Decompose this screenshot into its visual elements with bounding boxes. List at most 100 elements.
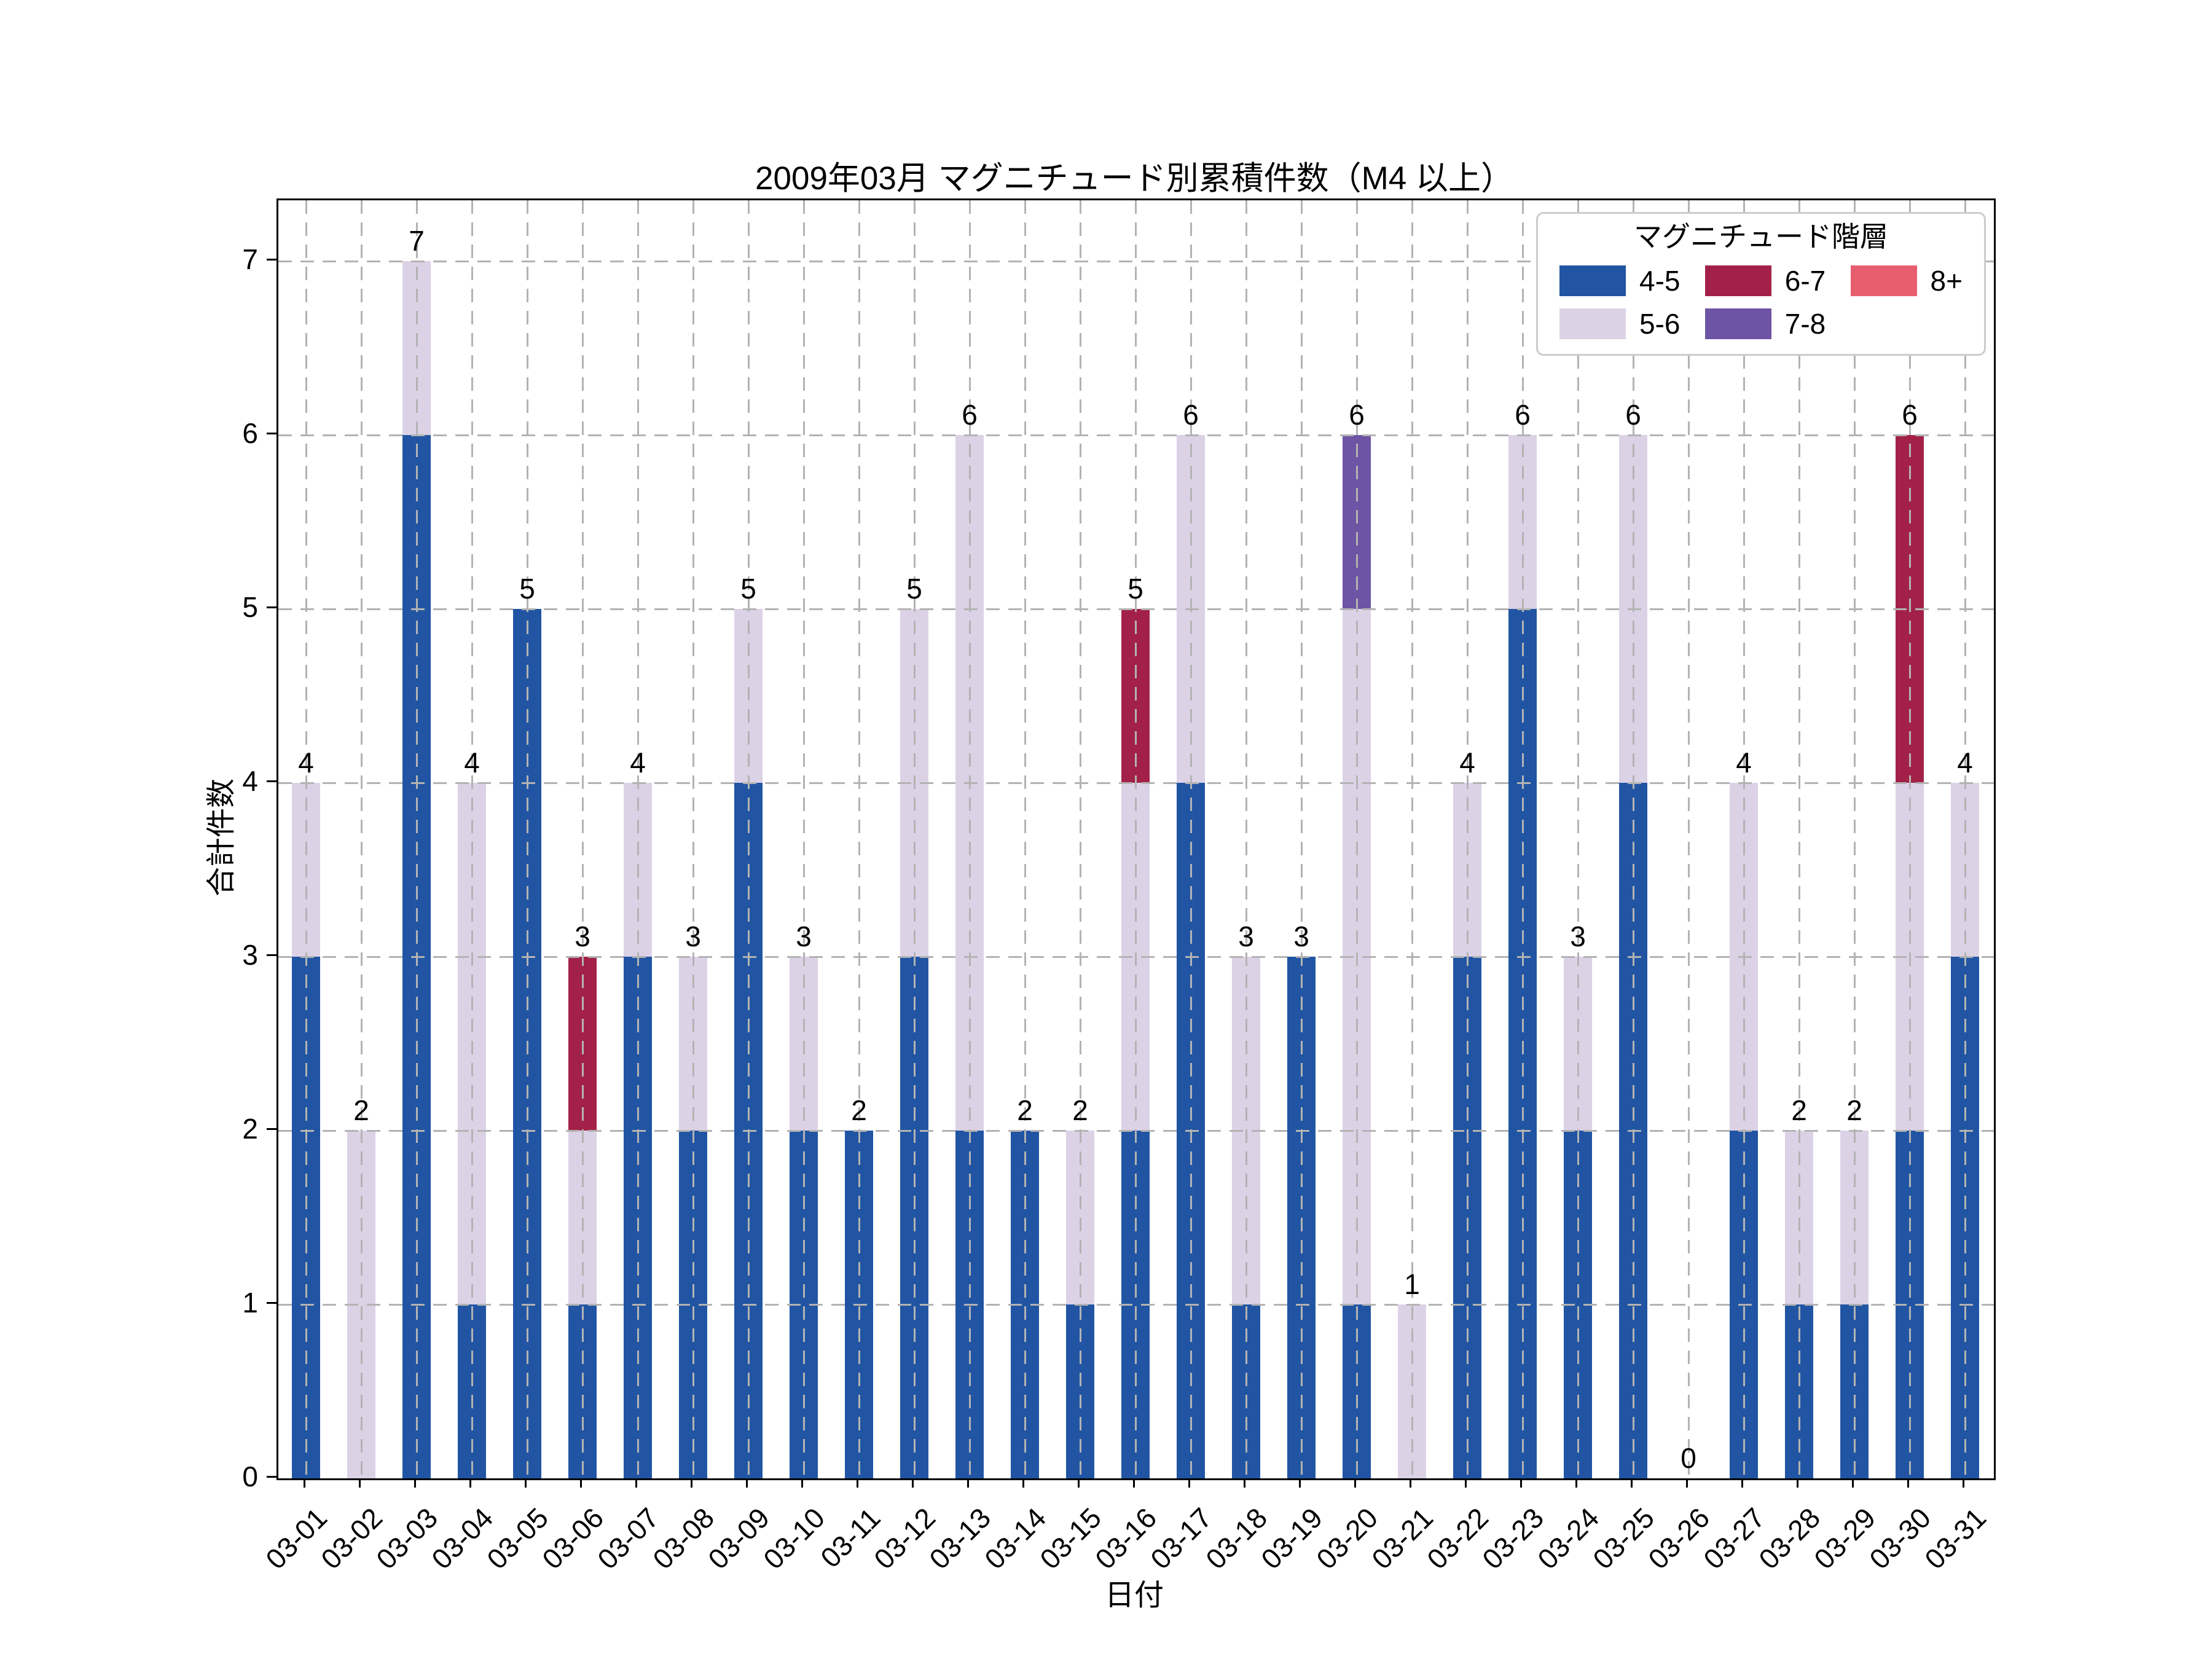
x-tick-label: 03-04 (425, 1501, 500, 1575)
legend-swatch-7-8 (1704, 308, 1771, 339)
x-tick (414, 1478, 416, 1488)
x-tick-label: 03-27 (1697, 1501, 1771, 1575)
x-tick (358, 1478, 361, 1488)
y-tick-label: 5 (242, 591, 258, 624)
x-tick (1630, 1478, 1633, 1488)
bar-total-label: 3 (685, 920, 701, 953)
vertical-gridline (692, 200, 694, 1478)
vertical-gridline (747, 200, 750, 1478)
legend-entry-8+: 8+ (1850, 259, 1963, 302)
x-tick-label: 03-28 (1752, 1501, 1827, 1575)
bar-total-label: 4 (1957, 747, 1973, 779)
x-tick-label: 03-30 (1863, 1501, 1937, 1575)
bar-total-label: 5 (906, 573, 922, 605)
x-tick-label: 03-23 (1476, 1501, 1550, 1575)
x-tick-label: 03-11 (814, 1501, 887, 1574)
y-tick-label: 4 (242, 765, 258, 798)
vertical-gridline (1964, 200, 1966, 1478)
bar-total-label: 6 (1515, 399, 1531, 431)
legend-label: 6-7 (1784, 265, 1826, 297)
x-tick (579, 1478, 582, 1488)
x-tick (1796, 1478, 1798, 1488)
legend: マグニチュード階層 4-5 5-6 6-7 7-8 8+ (1536, 212, 1986, 356)
x-tick-label: 03-15 (1033, 1501, 1108, 1575)
vertical-gridline (1577, 200, 1579, 1478)
legend-swatch-6-7 (1704, 265, 1771, 296)
x-tick (1354, 1478, 1356, 1488)
bar-total-label: 5 (740, 573, 756, 605)
vertical-gridline (637, 200, 639, 1478)
vertical-gridline (968, 200, 971, 1478)
bar-total-label: 0 (1681, 1442, 1696, 1474)
x-tick (1022, 1478, 1024, 1488)
legend-entry-6-7: 6-7 (1704, 259, 1826, 302)
bar-total-label: 7 (409, 225, 425, 257)
x-tick-label: 03-24 (1531, 1501, 1606, 1575)
vertical-gridline (305, 200, 307, 1478)
x-tick (856, 1478, 858, 1488)
x-tick (967, 1478, 969, 1488)
bar-total-label: 6 (1183, 399, 1199, 431)
vertical-gridline (1687, 200, 1690, 1478)
bar-total-label: 2 (851, 1094, 867, 1126)
legend-label: 4-5 (1639, 265, 1681, 297)
x-tick-label: 03-10 (757, 1501, 831, 1575)
vertical-gridline (1798, 200, 1800, 1478)
x-tick (469, 1478, 471, 1488)
x-tick-label: 03-03 (370, 1501, 444, 1575)
vertical-gridline (1908, 200, 1911, 1478)
bar-total-label: 3 (1238, 920, 1254, 953)
x-tick-label: 03-08 (646, 1501, 721, 1575)
chart-title: 2009年03月 マグニチュード別累積件数（M4 以上） (755, 160, 1513, 197)
y-tick-label: 7 (242, 243, 258, 276)
vertical-gridline (802, 200, 805, 1478)
bar-total-label: 3 (575, 920, 590, 953)
bar-total-label: 6 (1625, 399, 1641, 431)
vertical-gridline (526, 200, 528, 1478)
x-tick-label: 03-17 (1144, 1501, 1218, 1575)
legend-column: 6-7 7-8 (1704, 259, 1826, 345)
x-axis-label: 日付 (1104, 1579, 1164, 1612)
bar-total-label: 2 (1846, 1094, 1862, 1126)
y-tick (267, 258, 276, 261)
y-tick-label: 6 (242, 417, 258, 450)
bar-total-label: 3 (1293, 920, 1309, 953)
x-tick-label: 03-20 (1310, 1501, 1384, 1575)
vertical-gridline (1743, 200, 1745, 1478)
bar-total-label: 4 (1736, 747, 1752, 779)
y-tick (267, 1128, 276, 1130)
x-tick-label: 03-01 (259, 1501, 334, 1575)
vertical-gridline (1853, 200, 1856, 1478)
y-tick (267, 1301, 276, 1304)
x-tick (1298, 1478, 1301, 1488)
x-tick-label: 03-02 (315, 1501, 389, 1575)
y-tick (267, 1475, 276, 1478)
x-tick (635, 1478, 637, 1488)
legend-label: 7-8 (1784, 308, 1826, 340)
bar-total-label: 4 (298, 747, 314, 779)
bar-total-label: 3 (1570, 920, 1586, 953)
x-tick-label: 03-14 (978, 1501, 1053, 1575)
vertical-gridline (1190, 200, 1192, 1478)
x-tick-label: 03-29 (1808, 1501, 1882, 1575)
x-tick (1243, 1478, 1245, 1488)
x-tick (1188, 1478, 1190, 1488)
x-tick-label: 03-09 (702, 1501, 776, 1575)
vertical-gridline (1134, 200, 1137, 1478)
bar-total-label: 2 (1791, 1094, 1807, 1126)
y-tick (267, 432, 276, 434)
bar-total-label: 1 (1404, 1268, 1420, 1300)
bar-total-label: 6 (962, 399, 978, 431)
x-tick-label: 03-26 (1642, 1501, 1716, 1575)
vertical-gridline (415, 200, 418, 1478)
x-tick (1741, 1478, 1743, 1488)
plot-area: 4 2 7 4 5 3 4 3 5 3 2 5 6 2 2 5 6 3 3 6 1 4 6 3 6 0 4 2 2 6 4 (276, 198, 1996, 1480)
vertical-gridline (1521, 200, 1524, 1478)
bar-total-label: 6 (1902, 399, 1918, 431)
x-tick (1409, 1478, 1411, 1488)
legend-label: 5-6 (1639, 308, 1681, 340)
x-tick-label: 03-21 (1365, 1501, 1440, 1575)
x-tick-label: 03-25 (1586, 1501, 1661, 1575)
x-tick (1077, 1478, 1080, 1488)
